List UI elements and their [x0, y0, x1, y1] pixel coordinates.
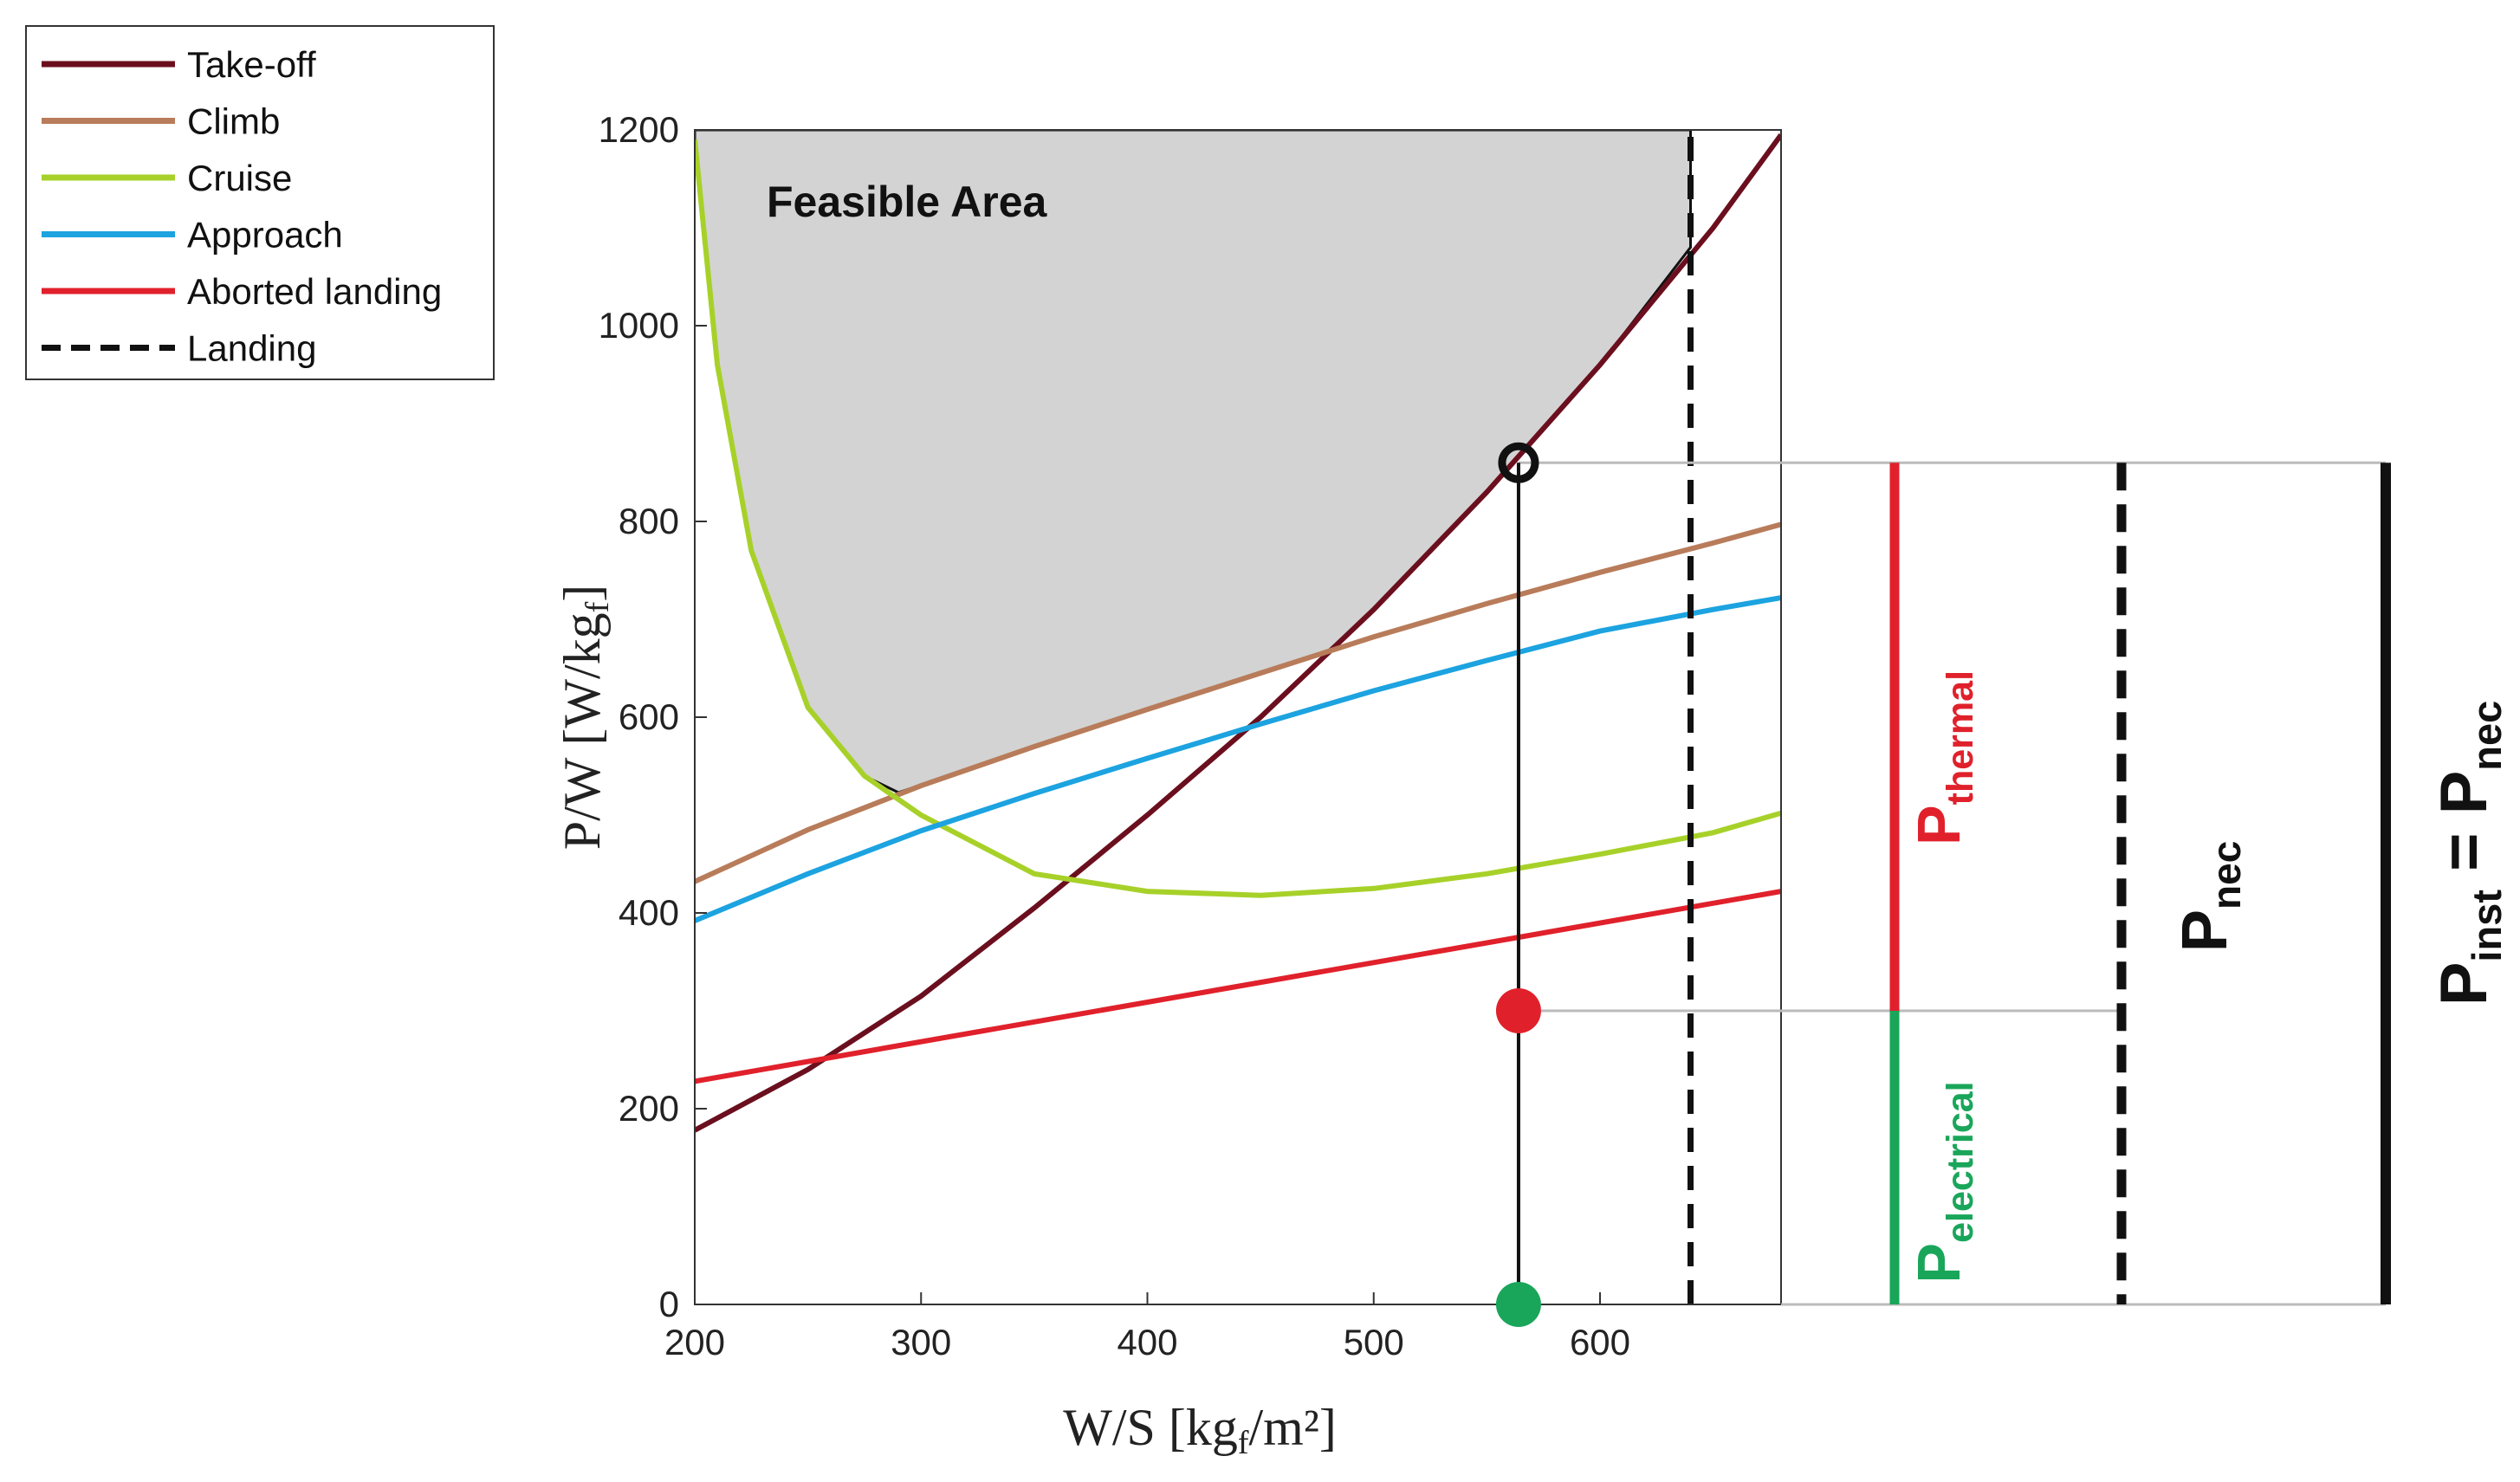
- legend: Take-off Climb Cruise Approach Aborted landi…: [25, 25, 495, 380]
- y-axis-label-end: ]: [554, 585, 611, 602]
- y-tick-label: 0: [659, 1284, 679, 1324]
- y-tick-label: 600: [619, 696, 679, 737]
- legend-label-aborted-landing: Aborted landing: [187, 271, 442, 312]
- installed-power-label-equals: =: [2427, 814, 2501, 890]
- legend-label-climb: Climb: [187, 101, 280, 142]
- x-axis-label-end: /m²]: [1249, 1399, 1337, 1456]
- thermal-split-marker: [1495, 988, 1541, 1033]
- legend-label-take-off: Take-off: [187, 44, 316, 85]
- series-line-cruise: [695, 139, 1781, 898]
- installed-power-label: Pinst = Pnec: [2427, 701, 2510, 1006]
- electrical-power-label-sub: electrical: [1940, 1081, 1981, 1242]
- series-line-take-off: [695, 133, 1781, 1133]
- thermal-power-label: Pthermal: [1905, 670, 1981, 845]
- design-point-marker: [1498, 442, 1539, 483]
- x-axis-label: W/S [kgf/m²]: [1063, 1399, 1337, 1461]
- installed-power-label-rhs-sub: nec: [2464, 701, 2510, 771]
- installed-power-label-sub: inst: [2464, 890, 2510, 962]
- y-axis-label: P/W [W/kgf]: [554, 585, 616, 851]
- y-tick-label: 1000: [599, 305, 679, 346]
- x-axis-label-main: W/S [kg: [1063, 1399, 1238, 1456]
- y-axis-label-sub: f: [580, 601, 616, 612]
- necessary-power-label: Pnec: [2168, 841, 2249, 953]
- installed-power-label-main: P: [2427, 962, 2501, 1006]
- y-axis-label-main: P/W [W/kg: [554, 612, 611, 850]
- legend-label-landing: Landing: [187, 328, 316, 369]
- x-tick-label: 200: [664, 1322, 725, 1362]
- series-line-aborted-landing: [695, 889, 1781, 1084]
- electrical-power-label-main: P: [1905, 1243, 1973, 1284]
- x-tick-label: 400: [1117, 1322, 1177, 1362]
- feasible-area-label: Feasible Area: [767, 178, 1048, 226]
- legend-box: [25, 25, 495, 380]
- thermal-power-label-main: P: [1905, 805, 1973, 845]
- thermal-power-label-sub: thermal: [1940, 670, 1981, 805]
- series-line-climb: [695, 521, 1781, 884]
- x-tick-label: 300: [891, 1322, 951, 1362]
- electrical-power-label: Pelectrical: [1905, 1081, 1981, 1283]
- installed-power-label-rhs-main: P: [2427, 771, 2501, 815]
- y-tick-label: 400: [619, 892, 679, 933]
- x-axis-label-sub: f: [1238, 1425, 1249, 1461]
- necessary-power-label-main: P: [2168, 909, 2240, 952]
- legend-label-cruise: Cruise: [187, 158, 292, 198]
- y-tick-label: 1200: [599, 109, 679, 150]
- x-tick-label: 500: [1344, 1322, 1404, 1362]
- x-tick-label: 600: [1570, 1322, 1630, 1362]
- zero-power-marker: [1495, 1282, 1541, 1327]
- y-tick-label: 200: [619, 1088, 679, 1129]
- legend-label-approach: Approach: [187, 215, 343, 256]
- necessary-power-label-sub: nec: [2204, 841, 2249, 909]
- series-line-approach: [695, 595, 1781, 923]
- y-tick-label: 800: [619, 501, 679, 541]
